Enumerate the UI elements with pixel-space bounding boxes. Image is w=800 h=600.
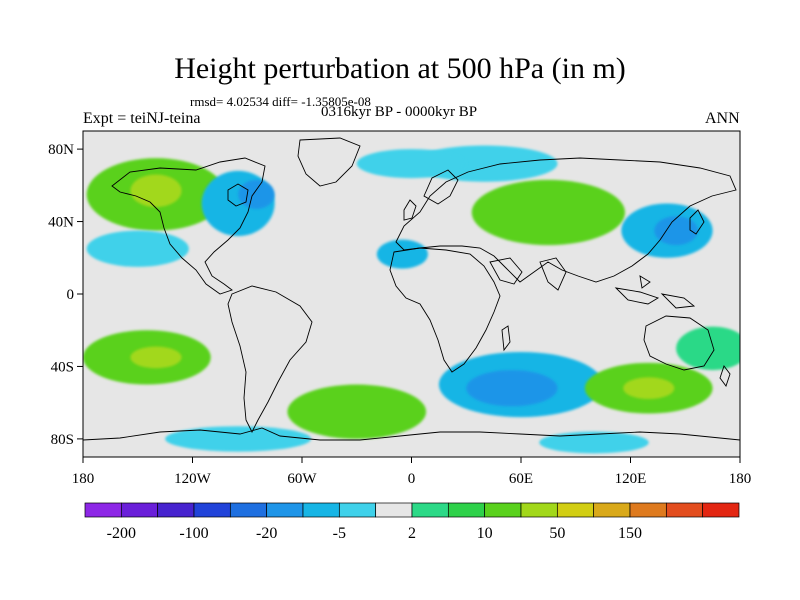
colorbar-box bbox=[302, 502, 340, 518]
experiment-label: Expt = teiNJ-teina bbox=[83, 110, 201, 127]
colorbar-label: 10 bbox=[477, 525, 493, 542]
stats-line: rmsd= 4.02534 diff= -1.35805e-08 bbox=[190, 94, 371, 109]
contour-region bbox=[654, 216, 699, 246]
x-tick-label: 120E bbox=[615, 471, 647, 487]
colorbar: -200 -100 -20 -5 2 10 50 150 bbox=[84, 502, 740, 542]
coast-maritime-asia bbox=[614, 275, 696, 309]
colorbar-label: 2 bbox=[408, 525, 416, 542]
coast-madagascar bbox=[501, 325, 511, 352]
x-tick-label: 0 bbox=[408, 471, 416, 487]
coast-japan bbox=[689, 209, 705, 235]
contour-region bbox=[356, 149, 467, 179]
colorbar-box bbox=[411, 502, 449, 518]
colorbar-label: 50 bbox=[549, 525, 565, 542]
coast-scandinavia bbox=[423, 169, 459, 205]
colorbar-box bbox=[266, 502, 304, 518]
colorbar-box bbox=[120, 502, 159, 518]
coast-australia bbox=[643, 315, 715, 371]
y-tick-label: 80N bbox=[48, 142, 74, 158]
colorbar-box bbox=[338, 502, 377, 518]
contour-region bbox=[539, 431, 649, 454]
contour-region bbox=[471, 179, 626, 246]
figure-title: Height perturbation at 500 hPa (in m) bbox=[174, 52, 626, 85]
colorbar-label: -20 bbox=[256, 525, 277, 542]
coastlines bbox=[83, 137, 740, 441]
colorbar-box bbox=[157, 502, 195, 518]
coast-eurasia bbox=[395, 157, 737, 283]
contour-region bbox=[130, 174, 182, 208]
colorbar-box bbox=[593, 502, 631, 518]
y-tick-label: 0 bbox=[67, 287, 75, 303]
contour-region bbox=[676, 326, 740, 371]
contour-region bbox=[376, 239, 428, 269]
y-tick-label: 40N bbox=[48, 215, 74, 231]
coast-north-america bbox=[111, 157, 266, 295]
period-line: 0316kyr BP - 0000kyr BP bbox=[321, 104, 478, 120]
colorbar-label: -200 bbox=[107, 525, 136, 542]
contour-region bbox=[466, 370, 558, 407]
contour-region bbox=[287, 384, 427, 439]
colorbar-box bbox=[629, 502, 667, 518]
colorbar-label: -5 bbox=[333, 525, 346, 542]
coast-britain bbox=[403, 199, 417, 221]
coast-antarctica bbox=[83, 427, 740, 441]
contour-region bbox=[238, 179, 275, 209]
contour-region bbox=[86, 230, 189, 267]
coast-south-america bbox=[227, 285, 313, 434]
coast-arabia-india bbox=[489, 257, 567, 291]
coast-greenland bbox=[297, 137, 361, 187]
coast-new-zealand bbox=[719, 365, 731, 387]
colorbar-box bbox=[375, 502, 413, 518]
colorbar-label: -100 bbox=[179, 525, 208, 542]
colorbar-box bbox=[193, 502, 231, 518]
colorbar-box bbox=[84, 502, 122, 518]
colorbar-box bbox=[702, 502, 740, 518]
x-tick-label: 120W bbox=[174, 471, 212, 487]
contour-region bbox=[165, 426, 312, 452]
colorbar-box bbox=[447, 502, 486, 518]
colorbar-box bbox=[665, 502, 704, 518]
season-label: ANN bbox=[705, 110, 740, 127]
y-tick-label: 40S bbox=[51, 359, 74, 375]
y-tick-label: 80S bbox=[51, 432, 74, 448]
colorbar-box bbox=[229, 502, 268, 518]
x-tick-label: 180 bbox=[729, 471, 752, 487]
colorbar-box bbox=[556, 502, 595, 518]
coast-africa bbox=[389, 247, 501, 373]
contour-fill-layer bbox=[83, 145, 740, 454]
x-tick-label: 180 bbox=[72, 471, 95, 487]
contour-region bbox=[623, 377, 675, 400]
contour-region bbox=[130, 346, 182, 369]
x-tick-label: 60W bbox=[287, 471, 317, 487]
colorbar-box bbox=[520, 502, 558, 518]
colorbar-box bbox=[484, 502, 522, 518]
colorbar-label: 150 bbox=[618, 525, 642, 542]
coast-hudson-bay bbox=[227, 183, 249, 207]
x-tick-label: 60E bbox=[509, 471, 533, 487]
axis-ticks: 180 120W 60W 0 60E 120E 180 80N 40N 0 40S 80S bbox=[48, 142, 751, 487]
